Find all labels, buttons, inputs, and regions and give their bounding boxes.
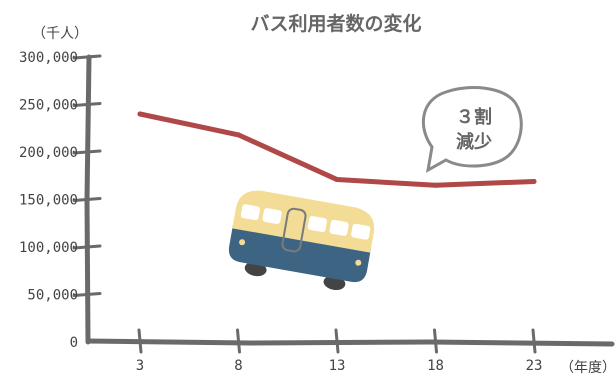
x-tick-label: 23 (526, 358, 543, 374)
y-ticks: 0 50,000 100,000 150,000 200,000 250,000 300,0… (19, 50, 102, 351)
data-point (433, 182, 438, 188)
bus-door (281, 207, 307, 253)
bus-lower-body (228, 224, 371, 283)
data-point (334, 177, 340, 183)
annotation-line2: 減少 (456, 131, 492, 153)
y-tick-mark (72, 244, 102, 250)
bus-light (355, 259, 362, 266)
data-point (137, 111, 143, 117)
y-tick-label: 0 (70, 335, 78, 351)
y-tick-mark (72, 102, 102, 107)
chart-title: バス利用者数の変化 (250, 12, 421, 35)
annotation-bubble: ３割 減少 (422, 86, 523, 173)
bus-light (239, 239, 246, 246)
bus-window (351, 223, 371, 240)
x-tick-mark (433, 328, 438, 354)
y-tick-mark (72, 149, 102, 155)
bus-window (307, 216, 328, 233)
annotation-line1: ３割 (456, 106, 492, 128)
x-tick-mark (531, 328, 537, 354)
x-tick-mark (236, 328, 241, 354)
series-layer (137, 111, 537, 188)
bus-window (262, 208, 282, 225)
x-tick-label: 3 (136, 358, 144, 374)
bus-icon (228, 190, 375, 291)
y-tick-label: 50,000 (27, 288, 78, 304)
x-axis-unit: （年度） (560, 360, 616, 376)
x-tick-mark (137, 328, 143, 354)
y-axis-unit: （千人） (32, 26, 88, 42)
x-axis (85, 338, 615, 347)
x-tick-label: 13 (329, 358, 346, 374)
data-point (531, 178, 537, 184)
x-tick-label: 18 (427, 358, 444, 374)
y-tick-mark (72, 292, 102, 297)
bus-upper-body (232, 190, 375, 253)
y-tick-label: 300,000 (19, 50, 78, 66)
x-tick-label: 8 (234, 358, 242, 374)
y-tick-mark (72, 197, 102, 202)
speech-bubble-icon (422, 86, 523, 173)
y-tick-label: 250,000 (19, 98, 78, 114)
bus-window (329, 219, 349, 236)
y-tick-mark (72, 54, 102, 60)
bus-window (240, 204, 261, 221)
y-tick-label: 200,000 (19, 145, 78, 161)
x-ticks: 3 8 13 18 23 (136, 328, 543, 374)
y-tick-label: 100,000 (19, 240, 78, 256)
axes (84, 54, 615, 347)
y-tick-label: 150,000 (19, 193, 78, 209)
x-tick-mark (334, 328, 340, 354)
data-point (236, 132, 241, 138)
